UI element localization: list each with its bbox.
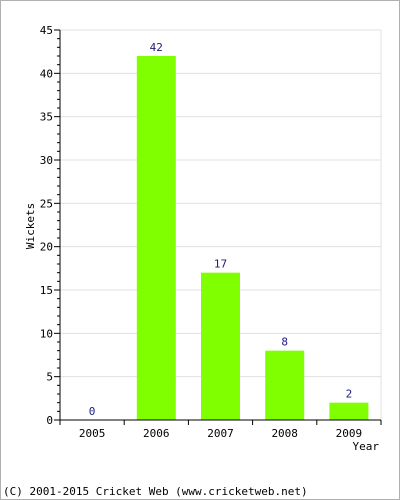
data-label-2005: 0 (89, 405, 96, 418)
y-tick-label-5: 5 (46, 371, 53, 384)
data-label-2008: 8 (281, 336, 288, 349)
bar-2009 (329, 402, 369, 420)
x-axis-title: Year (353, 440, 380, 453)
y-tick-label-25: 25 (40, 197, 53, 210)
y-tick-label-35: 35 (40, 111, 53, 124)
data-label-2007: 17 (214, 258, 227, 271)
x-tick-label-2009: 2009 (336, 427, 363, 440)
bar-layer: 0 42 17 8 2 (89, 41, 369, 420)
footer-copyright: (C) 2001-2015 Cricket Web (www.cricketwe… (3, 485, 308, 498)
y-tick-label-15: 15 (40, 284, 53, 297)
bar-2006 (136, 56, 176, 420)
bar-2007 (201, 272, 240, 420)
y-tick-label-10: 10 (40, 327, 53, 340)
bar-2008 (265, 350, 305, 420)
y-tick-label-30: 30 (40, 154, 53, 167)
x-tick-label-2007: 2007 (207, 427, 234, 440)
y-tick-label-45: 45 (40, 24, 53, 37)
x-tick-label-2006: 2006 (143, 427, 170, 440)
data-label-2009: 2 (346, 388, 353, 401)
data-label-2006: 42 (150, 41, 163, 54)
y-tick-label-40: 40 (40, 67, 53, 80)
grid-layer (60, 29, 382, 420)
x-tick-label-2008: 2008 (271, 427, 298, 440)
y-tick-label-20: 20 (40, 241, 53, 254)
x-tick-label-2005: 2005 (79, 427, 106, 440)
y-tick-label-0: 0 (46, 414, 53, 427)
y-axis-title: Wickets (24, 203, 37, 249)
